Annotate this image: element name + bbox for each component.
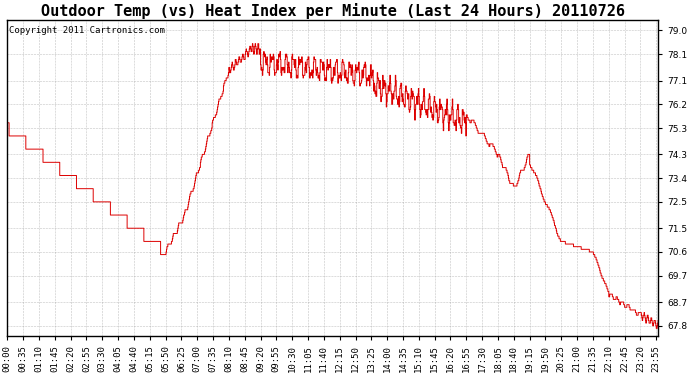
Text: Copyright 2011 Cartronics.com: Copyright 2011 Cartronics.com	[8, 26, 164, 35]
Title: Outdoor Temp (vs) Heat Index per Minute (Last 24 Hours) 20110726: Outdoor Temp (vs) Heat Index per Minute …	[41, 3, 624, 19]
